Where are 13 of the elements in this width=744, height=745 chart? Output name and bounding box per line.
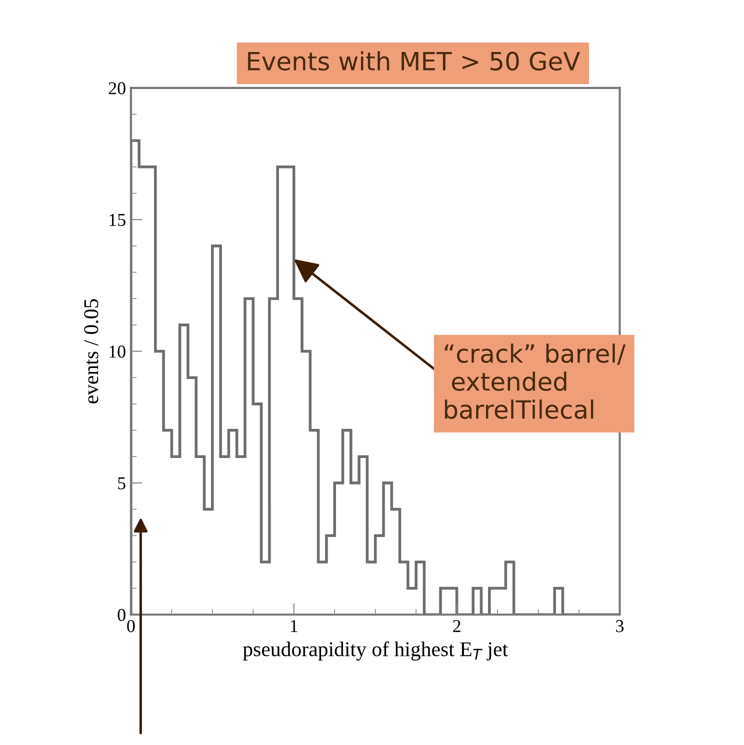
y-tick-label: 0 — [118, 608, 126, 622]
x-tick-label: 2 — [453, 620, 460, 632]
annotation: “crack” barrel/ extended barrelTilecal — [444, 344, 626, 419]
chart-title: Events with MET > 50 GeV — [248, 51, 580, 71]
x-axis-title: pseudorapidity of highest E$_{T}$ jet — [242, 641, 508, 661]
x-tick-label: 0 — [127, 620, 135, 632]
y-tick-label: 5 — [118, 477, 126, 490]
y-tick-label: 15 — [110, 214, 126, 226]
y-tick-label: 20 — [108, 82, 126, 94]
x-tick-label: 3 — [616, 620, 624, 632]
x-tick-label: 1 — [290, 620, 298, 632]
y-tick-label: 10 — [110, 346, 126, 358]
y-axis-title: events / 0.05 — [84, 299, 98, 404]
